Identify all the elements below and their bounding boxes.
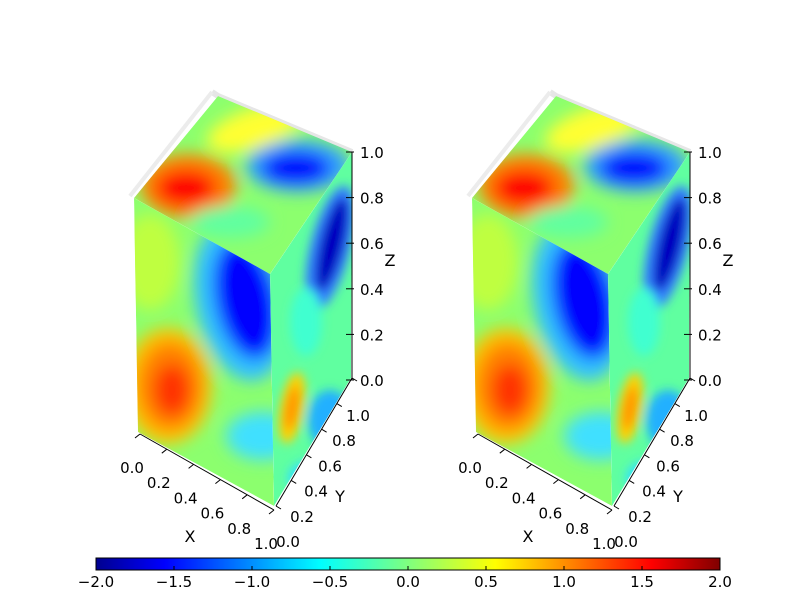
y-tick-label: 1.0 — [346, 407, 370, 425]
x-tick-label: 0.8 — [227, 520, 251, 538]
colorbar-tick-label: 1.5 — [630, 573, 654, 591]
colorbar-tick-label: −1.0 — [234, 573, 270, 591]
y-tick — [290, 479, 297, 484]
y-tick-label: 0.2 — [628, 508, 652, 526]
panel-2: 0.00.20.40.60.81.0X 0.00.20.40.60.81.0Y0.… — [458, 89, 734, 553]
x-tick — [606, 509, 613, 515]
x-tick-label: 1.0 — [592, 535, 616, 553]
y-tick — [628, 479, 635, 484]
x-tick-label: 1.0 — [254, 535, 278, 553]
colorbar-tick-label: 2.0 — [708, 573, 732, 591]
z-tick-label: 0.8 — [360, 190, 384, 208]
x-tick-label: 0.8 — [565, 520, 589, 538]
y-tick-label: 0.0 — [276, 533, 300, 551]
y-tick — [306, 454, 312, 459]
y-axis-line — [613, 377, 691, 507]
z-tick-label: 1.0 — [360, 144, 384, 162]
z-tick-label: 0.2 — [360, 326, 384, 344]
x-tick — [215, 479, 221, 484]
y-tick — [336, 403, 343, 408]
y-tick — [674, 403, 681, 408]
y-axis-line — [275, 377, 353, 507]
y-tick-label: 0.4 — [304, 483, 328, 501]
y-tick-label: 0.8 — [332, 432, 356, 450]
x-tick — [268, 509, 275, 515]
x-tick — [161, 448, 168, 454]
z-tick-label: 0.0 — [360, 372, 384, 390]
x-tick-label: 0.6 — [200, 505, 224, 523]
colorbar-tick-label: 0.0 — [396, 573, 420, 591]
x-tick — [188, 464, 194, 469]
y-tick-label: 0.2 — [290, 508, 314, 526]
x-tick-label: 0.6 — [538, 505, 562, 523]
x-axis-line — [139, 433, 275, 511]
x-tick-label: 0.4 — [174, 489, 198, 507]
x-axis-line — [477, 433, 613, 511]
y-axis-label: Y — [334, 487, 345, 506]
x-tick-label: 0.4 — [512, 489, 536, 507]
y-tick — [351, 377, 358, 382]
colorbar-tick-label: −2.0 — [78, 573, 114, 591]
z-tick-label: 1.0 — [698, 144, 722, 162]
x-tick-label: 0.0 — [120, 459, 144, 477]
front-face — [472, 198, 612, 506]
z-tick-label: 0.8 — [698, 190, 722, 208]
y-tick-label: 1.0 — [684, 407, 708, 425]
z-tick-label: 0.4 — [698, 281, 722, 299]
z-axis-label: Z — [723, 251, 734, 270]
y-tick — [613, 505, 620, 510]
colorbar: −2.0 −1.5 −1.0 −0.5 0.0 0.5 1.0 1.5 2.0 — [78, 557, 732, 591]
pane-edge — [466, 90, 552, 198]
y-tick — [321, 428, 327, 433]
y-axis-label: Y — [672, 487, 683, 506]
z-tick-label: 0.0 — [698, 372, 722, 390]
panel-1: 0.00.20.40.60.81.0X 0.00.20.40.60.81.0Y0.… — [120, 89, 396, 553]
x-tick — [553, 479, 559, 484]
axes: 0.00.20.40.60.81.0X 0.00.20.40.60.81.0Y0.… — [458, 144, 733, 553]
y-tick-label: 0.6 — [318, 457, 342, 475]
x-tick-label: 0.2 — [147, 474, 171, 492]
z-tick-label: 0.6 — [698, 235, 722, 253]
x-tick-label: 0.2 — [485, 474, 509, 492]
y-tick — [689, 377, 696, 382]
x-axis-label: X — [185, 527, 196, 546]
y-tick-label: 0.6 — [656, 457, 680, 475]
colorbar-tick-label: −0.5 — [312, 573, 348, 591]
colorbar-tick-label: 1.0 — [552, 573, 576, 591]
axes: 0.00.20.40.60.81.0X 0.00.20.40.60.81.0Y0.… — [120, 144, 395, 553]
colorbar-tick-label: 0.5 — [474, 573, 498, 591]
z-tick-label: 0.6 — [360, 235, 384, 253]
y-tick — [659, 428, 665, 433]
y-tick — [275, 505, 282, 510]
y-tick-label: 0.0 — [614, 533, 638, 551]
x-tick — [526, 464, 532, 469]
y-tick-label: 0.8 — [670, 432, 694, 450]
x-axis-label: X — [523, 527, 534, 546]
x-tick — [579, 494, 586, 500]
z-tick-label: 0.4 — [360, 281, 384, 299]
y-tick — [644, 454, 650, 459]
y-tick-label: 0.4 — [642, 483, 666, 501]
x-tick-label: 0.0 — [458, 459, 482, 477]
pane-edge — [128, 90, 214, 198]
top-face — [134, 96, 352, 274]
x-tick — [134, 433, 141, 439]
x-tick — [472, 433, 479, 439]
x-tick — [499, 448, 506, 454]
z-tick-label: 0.2 — [698, 326, 722, 344]
colorbar-tick-label: −1.5 — [156, 573, 192, 591]
front-face — [134, 198, 274, 506]
z-axis-label: Z — [385, 251, 396, 270]
x-tick — [241, 494, 248, 500]
